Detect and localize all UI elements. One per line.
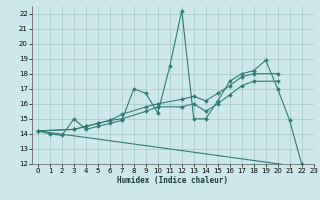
X-axis label: Humidex (Indice chaleur): Humidex (Indice chaleur) [117,176,228,185]
